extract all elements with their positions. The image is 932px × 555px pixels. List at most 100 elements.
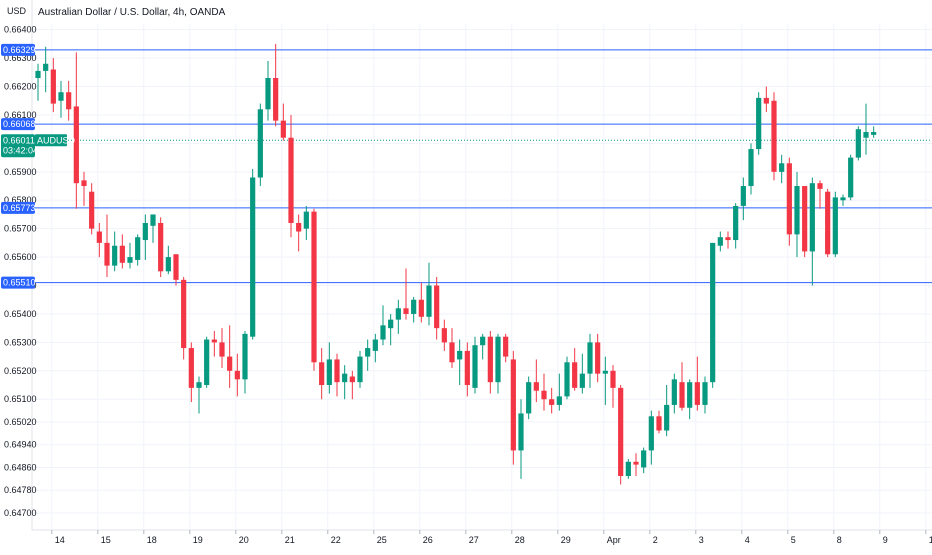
price-tick-label: 0.65400 (4, 309, 37, 319)
price-tick-label: 0.66400 (4, 25, 37, 35)
price-tick-label: 0.64780 (4, 485, 37, 495)
candle-body (173, 254, 179, 280)
candle-body (81, 180, 87, 187)
candle-body (648, 416, 654, 451)
date-tick-label: 19 (193, 535, 203, 545)
currency-label: USD (7, 6, 27, 16)
candle-body (656, 416, 662, 431)
date-tick-label: 3 (699, 535, 704, 545)
candle-body (549, 399, 555, 405)
candle-body (219, 342, 225, 357)
candle-body (403, 308, 409, 314)
candle-body (273, 78, 279, 121)
candle-body (319, 362, 325, 386)
candle-body (687, 382, 693, 408)
candle-body (326, 359, 332, 386)
date-tick-label: 10 (929, 535, 932, 545)
date-tick-label: Apr (607, 535, 621, 545)
date-tick-label: 5 (791, 535, 796, 545)
level-price-tag-label: 0.66068 (3, 119, 36, 129)
level-price-tag (1, 43, 35, 56)
candle-body (96, 231, 102, 243)
candle-body (204, 339, 210, 386)
candle-body (257, 109, 263, 178)
candle-body (495, 336, 501, 383)
candle-body (119, 245, 125, 263)
candle-body (541, 390, 547, 400)
candle-body (863, 132, 869, 138)
candle-body (664, 404, 670, 431)
candle-body (311, 211, 317, 363)
price-tick-label: 0.65700 (4, 224, 37, 234)
date-tick-label: 29 (561, 535, 571, 545)
price-tick-label: 0.65600 (4, 252, 37, 262)
candle-body (825, 191, 831, 255)
candle-body (66, 92, 72, 110)
price-tick-label: 0.65100 (4, 394, 37, 404)
date-tick-label: 20 (239, 535, 249, 545)
date-tick-label: 22 (331, 535, 341, 545)
candle-body (89, 191, 95, 229)
candle-body (418, 299, 424, 317)
price-tick-label: 0.65200 (4, 366, 37, 376)
candle-body (73, 106, 79, 184)
candle-body (441, 328, 447, 343)
date-tick-label: 8 (837, 535, 842, 545)
candle-body (227, 356, 233, 371)
candle-body (142, 222, 148, 241)
candle-body (526, 382, 532, 414)
candle-body (710, 242, 716, 383)
level-price-tag-label: 0.65773 (3, 203, 36, 213)
candle-body (480, 336, 486, 346)
symbol-tag (35, 134, 67, 147)
price-tick-label: 0.65800 (4, 195, 37, 205)
candle-body (595, 342, 601, 374)
candle-body (158, 222, 164, 272)
candle-body (771, 100, 777, 172)
candle-body (702, 382, 708, 405)
level-price-tag (1, 276, 35, 289)
level-price-tag-label: 0.65510 (3, 278, 36, 288)
candle-body (112, 245, 118, 266)
candle-body (572, 362, 578, 388)
candle-body (365, 348, 371, 357)
time-axis: 14 15 18 19 20 21 22 25 26 27 28 29 Apr 2 3 4 5 8 9 10 (32, 529, 932, 545)
candle-body (296, 222, 302, 232)
candle-body (127, 257, 133, 263)
candle-body (388, 319, 394, 329)
price-tick-label: 0.65900 (4, 167, 37, 177)
candle-body (633, 461, 639, 465)
candle-body (487, 336, 493, 383)
candle-body (503, 336, 509, 357)
candle-body (135, 237, 141, 260)
candle-body (855, 129, 861, 158)
candle-body (809, 183, 815, 252)
candle-body (265, 78, 271, 110)
level-price-tag-label: 0.66329 (3, 45, 36, 55)
candle-body (334, 359, 340, 383)
candle-body (58, 92, 64, 101)
candle-body (464, 350, 470, 386)
level-price-tag (1, 201, 35, 214)
candle-body (188, 348, 194, 388)
date-tick-label: 21 (285, 535, 295, 545)
candle-body (802, 186, 808, 252)
candle-body (50, 69, 56, 104)
candle-body (35, 70, 41, 79)
candle-body (840, 197, 846, 201)
candle-body (794, 186, 800, 235)
candle-body (740, 186, 746, 206)
candle-body (250, 177, 256, 337)
price-tick-label: 0.64700 (4, 508, 37, 518)
candle-body (510, 359, 516, 451)
candle-body (564, 362, 570, 397)
price-axis: 0.664000.663000.662000.661000.660000.659… (4, 0, 37, 530)
candle-body (733, 205, 739, 241)
candle-body (181, 279, 187, 349)
date-tick-label: 14 (55, 535, 65, 545)
candle-body (618, 387, 624, 476)
candle-body (641, 450, 647, 468)
candles (35, 43, 877, 485)
